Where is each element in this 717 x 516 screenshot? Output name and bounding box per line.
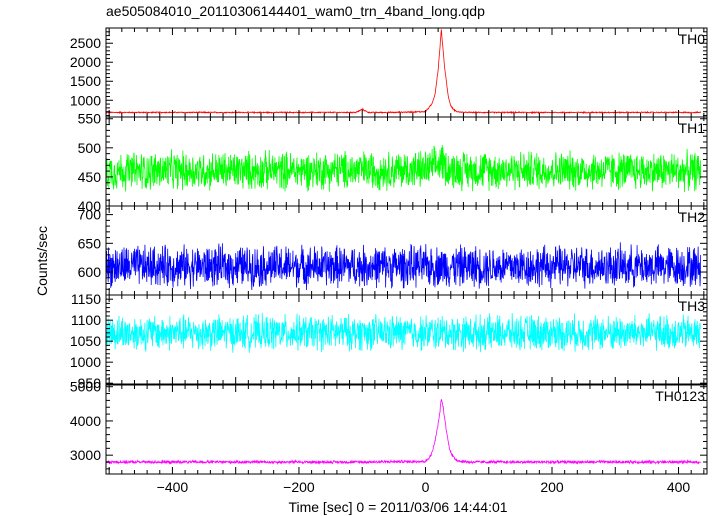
series-line-th2 [106, 242, 702, 291]
panel-frame-th1 [105, 116, 708, 207]
panel-label-th0: TH0 [679, 31, 706, 47]
panel-frame-th2 [105, 205, 708, 296]
x-tick-label: −200 [283, 479, 315, 495]
y-tick-label-th0123: 3000 [70, 447, 101, 463]
y-tick-label-th2: 700 [78, 207, 102, 223]
y-tick-label-th1: 400 [78, 198, 102, 214]
y-tick-label-th3: 1100 [71, 312, 101, 328]
panel-label-th1: TH1 [679, 120, 706, 136]
y-tick-label-th0123: 4000 [70, 413, 101, 429]
series-line-th0 [106, 29, 702, 115]
x-tick-label: −400 [157, 479, 189, 495]
y-tick-label-th2: 650 [78, 235, 102, 251]
panel-frame-th3 [105, 294, 708, 385]
y-axis-label: Counts/sec [34, 226, 50, 296]
y-tick-label-th0: 1000 [70, 92, 101, 108]
y-tick-label-th0: 2000 [70, 54, 101, 70]
x-tick-label: 400 [667, 479, 691, 495]
series-line-th3 [106, 312, 701, 353]
x-tick-label: 0 [422, 479, 430, 495]
figure-title: ae505084010_20110306144401_wam0_trn_4ban… [106, 3, 485, 19]
y-tick-label-th3: 1050 [70, 333, 101, 349]
y-tick-label-th0: 1500 [70, 73, 101, 89]
panel-frame-th0 [105, 27, 708, 118]
y-tick-label-th1: 450 [78, 169, 102, 185]
y-tick-label-th0123: 5000 [70, 379, 101, 395]
x-axis-label: Time [sec] 0 = 2011/03/06 14:44:01 [288, 499, 507, 515]
x-tick-label: 200 [540, 479, 564, 495]
y-tick-label-th1: 500 [78, 140, 102, 156]
y-tick-label-th1: 550 [78, 111, 102, 127]
series-line-th0123 [106, 398, 701, 466]
panel-frame-th0123 [105, 384, 708, 475]
panel-label-th0123: TH0123 [655, 388, 705, 404]
y-tick-label-th3: 1150 [71, 291, 101, 307]
panel-label-th2: TH2 [679, 209, 706, 225]
series-line-th1 [106, 144, 702, 193]
panels: TH01000150020002500TH1400450500550TH2600… [70, 27, 708, 495]
y-tick-label-th3: 1000 [70, 354, 101, 370]
y-tick-label-th0: 2500 [70, 35, 101, 51]
y-tick-label-th3: 950 [78, 375, 102, 391]
y-tick-label-th2: 600 [78, 264, 102, 280]
panel-label-th3: TH3 [679, 298, 706, 314]
